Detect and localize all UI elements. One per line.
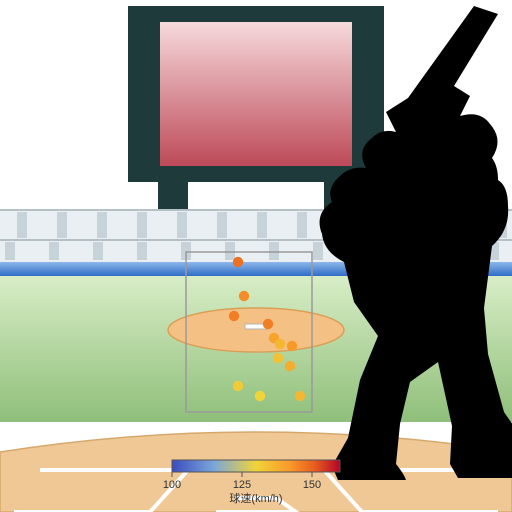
stands-pillar bbox=[137, 242, 147, 260]
pitchers-mound bbox=[168, 308, 344, 352]
stands-pillar bbox=[313, 242, 323, 260]
pitch-point bbox=[229, 311, 239, 321]
stands-pillar bbox=[297, 212, 307, 238]
pitch-point bbox=[273, 353, 283, 363]
stands-pillar bbox=[57, 212, 67, 238]
stands-pillar bbox=[97, 212, 107, 238]
stands-pillar bbox=[257, 212, 267, 238]
pitch-point bbox=[263, 319, 273, 329]
legend-tick-label: 125 bbox=[233, 479, 251, 491]
stands-pillar bbox=[217, 212, 227, 238]
pitch-point bbox=[285, 361, 295, 371]
stands-pillar bbox=[49, 242, 59, 260]
stage-svg: 100 125 150 球速(km/h) bbox=[0, 0, 512, 512]
stands-pillar bbox=[93, 242, 103, 260]
pitch-point bbox=[287, 341, 297, 351]
legend-tick-label: 100 bbox=[163, 479, 181, 491]
stands-pillar bbox=[137, 212, 147, 238]
legend-tick-label: 150 bbox=[303, 479, 321, 491]
legend-label: 球速(km/h) bbox=[229, 491, 282, 505]
pitch-point bbox=[239, 291, 249, 301]
scoreboard-screen bbox=[160, 22, 352, 166]
pitch-point bbox=[255, 391, 265, 401]
legend-bar bbox=[172, 460, 340, 472]
stands-pillar bbox=[17, 212, 27, 238]
pitch-point bbox=[233, 257, 243, 267]
pitch-point bbox=[295, 391, 305, 401]
stands-pillar bbox=[269, 242, 279, 260]
pitch-point bbox=[233, 381, 243, 391]
stands-pillar bbox=[5, 242, 15, 260]
stands-pillar bbox=[177, 212, 187, 238]
stands-pillar bbox=[225, 242, 235, 260]
pitch-location-chart: 100 125 150 球速(km/h) bbox=[0, 0, 512, 512]
pitch-point bbox=[275, 339, 285, 349]
